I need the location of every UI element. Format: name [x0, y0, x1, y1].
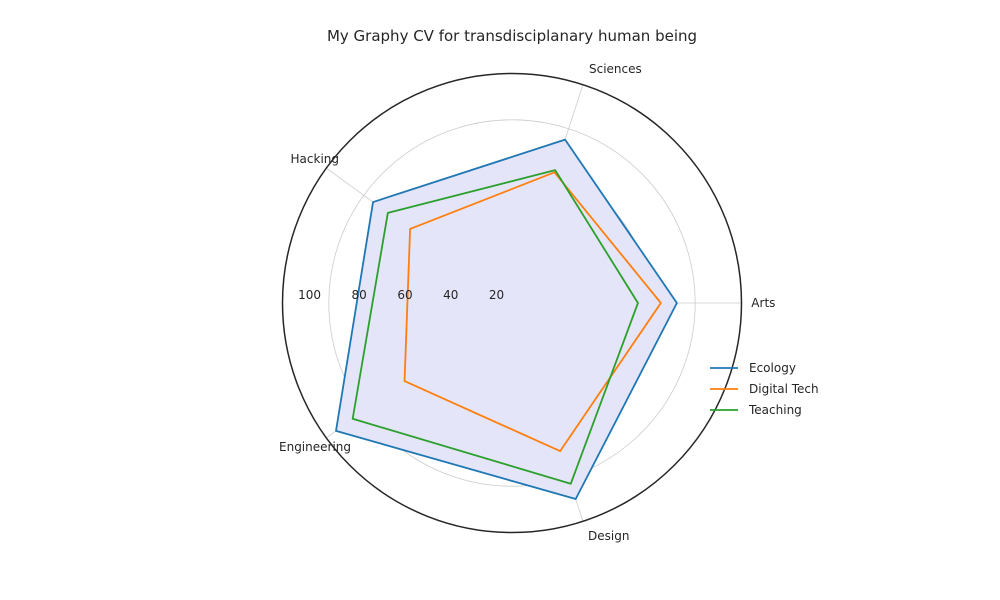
- legend-label-ecology: Ecology: [749, 361, 796, 375]
- tick-label-80: 80: [352, 288, 367, 302]
- axis-labels: Arts Sciences Hacking Engineering Design: [279, 62, 775, 543]
- series-line-digital-tech: [403, 171, 662, 452]
- tick-label-40: 40: [443, 288, 458, 302]
- series-line-ecology: [335, 138, 678, 500]
- axis-label-sciences: Sciences: [589, 62, 642, 76]
- chart-title: My Graphy CV for transdisciplanary human…: [327, 27, 697, 45]
- series-lines: [335, 138, 678, 500]
- tick-label-100: 100: [298, 288, 321, 302]
- legend-label-teaching: Teaching: [748, 403, 802, 417]
- legend-label-digital-tech: Digital Tech: [749, 382, 819, 396]
- legend: Ecology Digital Tech Teaching: [710, 361, 819, 417]
- tick-label-20: 20: [489, 288, 504, 302]
- axis-label-design: Design: [588, 529, 629, 543]
- series-line-teaching: [351, 169, 639, 485]
- tick-label-60: 60: [397, 288, 412, 302]
- outer-frame: [281, 72, 743, 534]
- axis-label-arts: Arts: [751, 296, 775, 310]
- radial-tick-labels: 20 40 60 80 100: [298, 288, 504, 302]
- axis-label-engineering: Engineering: [279, 440, 351, 454]
- axis-label-hacking: Hacking: [291, 152, 339, 166]
